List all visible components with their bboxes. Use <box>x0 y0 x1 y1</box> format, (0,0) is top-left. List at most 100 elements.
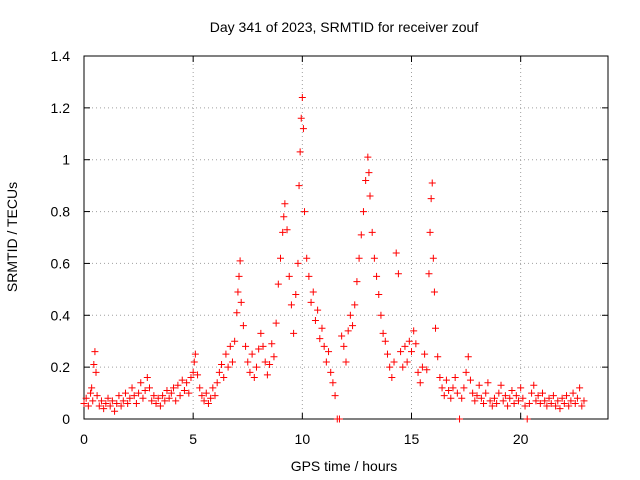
data-point <box>484 379 492 387</box>
data-point <box>209 384 217 392</box>
data-point <box>379 329 387 337</box>
data-point <box>426 228 434 236</box>
y-axis-label: SRMTID / TECUs <box>4 182 20 292</box>
x-tick-label: 20 <box>513 431 529 447</box>
data-point <box>196 384 204 392</box>
data-point <box>373 272 381 280</box>
data-point <box>365 169 373 177</box>
data-point <box>322 358 330 366</box>
data-point <box>362 176 370 184</box>
data-point <box>464 353 472 361</box>
data-point <box>190 358 198 366</box>
data-point <box>239 322 247 330</box>
data-point <box>499 397 507 405</box>
x-tick-label: 15 <box>404 431 420 447</box>
data-point <box>237 298 245 306</box>
data-point <box>397 348 405 356</box>
data-point <box>392 249 400 257</box>
data-point <box>279 228 287 236</box>
data-point <box>383 350 391 358</box>
data-point <box>418 363 426 371</box>
data-point <box>412 340 420 348</box>
data-point <box>111 407 119 415</box>
data-point <box>353 278 361 286</box>
data-point <box>305 272 313 280</box>
data-point <box>427 195 435 203</box>
data-point <box>473 392 481 400</box>
y-tick-label: 1.4 <box>51 48 71 64</box>
data-point <box>388 374 396 382</box>
data-point <box>97 397 105 405</box>
data-point <box>576 384 584 392</box>
data-point <box>148 397 156 405</box>
data-point <box>213 379 221 387</box>
y-tick-label: 0.2 <box>51 359 71 375</box>
data-point <box>226 342 234 350</box>
data-point <box>314 306 322 314</box>
data-point <box>442 376 450 384</box>
data-point <box>285 272 293 280</box>
data-point <box>545 394 553 402</box>
data-series <box>80 93 588 423</box>
data-point <box>578 402 586 410</box>
data-point <box>297 114 305 122</box>
data-point <box>552 402 560 410</box>
data-point <box>359 208 367 216</box>
data-point <box>471 397 479 405</box>
data-point <box>194 371 202 379</box>
data-point <box>460 384 468 392</box>
data-point <box>429 254 437 262</box>
data-point <box>277 254 284 262</box>
data-point <box>211 392 219 400</box>
data-point <box>514 397 522 405</box>
data-point <box>80 399 88 407</box>
data-point <box>571 399 579 407</box>
data-point <box>318 324 326 332</box>
data-point <box>93 392 101 400</box>
data-point <box>440 392 448 400</box>
data-point <box>329 379 337 387</box>
data-point <box>198 392 206 400</box>
data-point <box>135 389 143 397</box>
data-point <box>280 213 288 221</box>
data-point <box>325 348 333 356</box>
data-point <box>91 348 99 356</box>
data-point <box>298 93 306 101</box>
data-point <box>234 288 242 296</box>
data-point <box>501 392 509 400</box>
data-point <box>115 392 123 400</box>
x-tick-label: 5 <box>189 431 197 447</box>
data-point <box>270 353 278 361</box>
data-point <box>556 405 564 413</box>
plot-frame <box>83 55 609 420</box>
data-point <box>549 392 557 400</box>
data-point <box>189 368 197 376</box>
data-point <box>399 363 407 371</box>
data-point <box>309 288 317 296</box>
data-point <box>113 399 121 407</box>
y-tick-label: 0.8 <box>51 204 71 220</box>
data-point <box>141 386 149 394</box>
data-point <box>436 374 444 382</box>
x-tick-label: 0 <box>80 431 88 447</box>
x-axis-label: GPS time / hours <box>291 458 398 474</box>
data-point <box>523 415 531 423</box>
data-point <box>137 379 145 387</box>
data-point <box>370 254 378 262</box>
data-point <box>510 399 518 407</box>
data-point <box>430 288 438 296</box>
data-point <box>248 350 256 358</box>
data-point <box>475 381 483 389</box>
data-point <box>466 376 474 384</box>
data-point <box>335 415 343 423</box>
data-point <box>128 384 136 392</box>
data-point <box>554 397 562 405</box>
data-point <box>316 335 324 343</box>
y-tick-label: 0.4 <box>51 307 71 323</box>
data-point <box>281 200 289 208</box>
data-point <box>180 386 188 394</box>
data-point <box>482 389 490 397</box>
data-point <box>117 402 125 410</box>
data-point <box>292 291 300 299</box>
